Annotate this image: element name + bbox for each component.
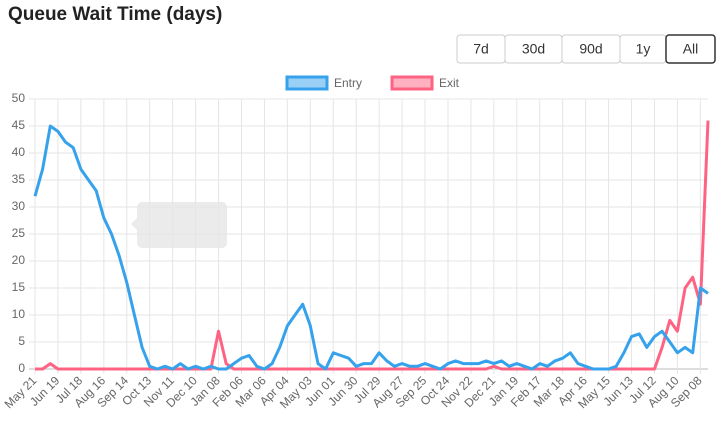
y-tick-label: 35 (12, 172, 26, 186)
button-label[interactable]: 1y (636, 41, 651, 57)
range-button[interactable]: 30d (504, 34, 563, 64)
legend-label: Exit (439, 76, 460, 90)
y-tick-label: 30 (12, 199, 26, 213)
legend-label: Entry (334, 76, 362, 90)
series-line (33, 124, 709, 371)
range-button[interactable]: 7d (456, 34, 506, 64)
chart-title: Queue Wait Time (days) (8, 4, 222, 25)
legend-swatch (390, 75, 434, 91)
range-button[interactable]: 90d (561, 34, 621, 64)
y-tick-label: 20 (12, 253, 26, 267)
y-tick-label: 5 (18, 334, 25, 348)
button-label[interactable]: 90d (579, 41, 602, 57)
y-tick-label: 15 (12, 280, 26, 294)
range-button[interactable]: 1y (619, 34, 667, 64)
button-bg[interactable] (665, 34, 716, 64)
y-tick-label: 10 (12, 307, 26, 321)
button-label[interactable]: All (683, 41, 699, 57)
y-tick-label: 25 (12, 226, 26, 240)
button-label[interactable]: 7d (473, 41, 489, 57)
range-button[interactable]: All (665, 34, 716, 64)
y-tick-label: 45 (12, 118, 26, 132)
series-line (35, 120, 710, 371)
legend-swatch (285, 75, 329, 91)
button-label[interactable]: 30d (522, 41, 545, 57)
y-tick-label: 40 (12, 145, 26, 159)
y-tick-label: 50 (12, 91, 26, 105)
y-tick-label: 0 (18, 361, 25, 375)
tooltip (131, 202, 227, 248)
